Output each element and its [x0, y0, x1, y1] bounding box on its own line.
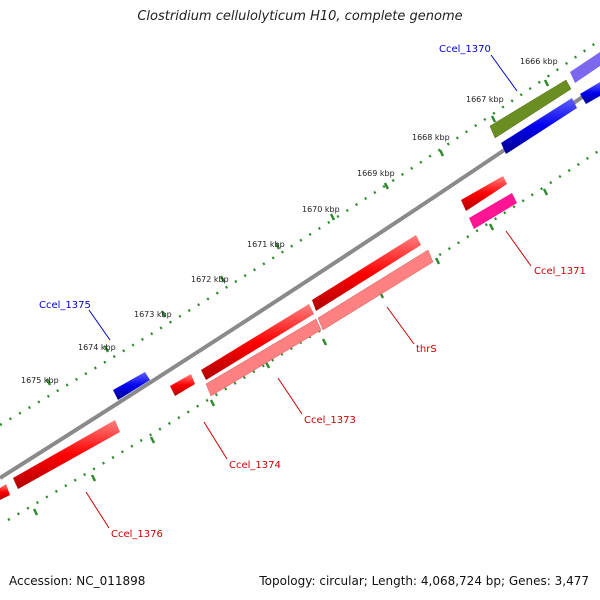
gene-pink-1373[interactable] [205, 318, 322, 397]
gene-blue-1375[interactable] [113, 372, 150, 400]
gene-blue-1[interactable] [501, 98, 577, 154]
tick-label-1674: 1674 kbp [78, 343, 116, 352]
tick-label-1667: 1667 kbp [466, 95, 504, 104]
label-thrs[interactable]: thrS [416, 344, 437, 355]
outer-major-ticks [45, 79, 550, 386]
connector-ccel-1375 [88, 309, 111, 341]
gene-lavender[interactable] [570, 52, 600, 83]
label-ccel-1374[interactable]: Ccel_1374 [229, 460, 281, 471]
inner-major-ticks [32, 188, 549, 516]
gene-olive-ccel-1370[interactable] [489, 79, 572, 139]
connector-ccel-1374 [203, 421, 228, 460]
topology-text: Topology: circular; Length: 4,068,724 bp… [259, 574, 589, 588]
tick-label-1669: 1669 kbp [357, 169, 395, 178]
tick-label-1672: 1672 kbp [191, 275, 229, 284]
outer-dotted-arc [0, 38, 600, 427]
connector-ccel-1370 [490, 54, 518, 92]
gene-pink-thrs[interactable] [317, 249, 434, 331]
gene-red-1373-upper[interactable] [201, 304, 314, 380]
tick-label-1668: 1668 kbp [412, 133, 450, 142]
tick-label-1670: 1670 kbp [302, 205, 340, 214]
label-ccel-1370[interactable]: Ccel_1370 [439, 44, 491, 55]
forward-genes[interactable] [0, 52, 600, 500]
connector-thrs [386, 306, 415, 345]
tick-label-1671: 1671 kbp [247, 240, 285, 249]
accession-text: Accession: NC_011898 [9, 574, 146, 588]
tick-labels: 1666 kbp 1667 kbp 1668 kbp 1669 kbp 1670… [21, 57, 558, 385]
label-ccel-1371[interactable]: Ccel_1371 [534, 266, 586, 277]
tick-label-1666: 1666 kbp [520, 57, 558, 66]
gene-magenta-1371[interactable] [469, 193, 517, 229]
gene-labels: Ccel_1370 Ccel_1375 Ccel_1371 thrS Ccel_… [39, 44, 586, 540]
label-connectors [85, 54, 532, 529]
connector-ccel-1376 [85, 491, 110, 529]
label-ccel-1376[interactable]: Ccel_1376 [111, 529, 163, 540]
label-ccel-1373[interactable]: Ccel_1373 [304, 415, 356, 426]
map-title: Clostridium cellulolyticum H10, complete… [137, 9, 463, 24]
reverse-genes[interactable] [205, 249, 434, 397]
gene-red-thrs[interactable] [312, 235, 421, 311]
tick-label-1673: 1673 kbp [134, 310, 172, 319]
tick-label-1675: 1675 kbp [21, 376, 59, 385]
gene-red-1371-a[interactable] [461, 176, 507, 211]
label-ccel-1375[interactable]: Ccel_1375 [39, 300, 91, 311]
connector-ccel-1371 [505, 230, 532, 267]
gene-red-1374-small[interactable] [170, 374, 195, 396]
gene-blue-top[interactable] [580, 82, 600, 104]
connector-ccel-1373 [277, 377, 303, 415]
gene-red-edge[interactable] [0, 484, 10, 500]
gene-red-1376[interactable] [13, 420, 120, 489]
